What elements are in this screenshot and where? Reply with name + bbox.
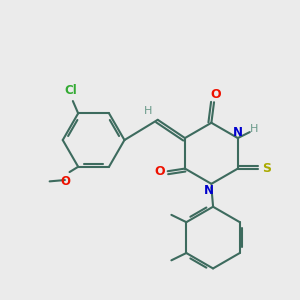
Text: H: H bbox=[144, 106, 153, 116]
Text: N: N bbox=[233, 126, 243, 139]
Text: O: O bbox=[154, 165, 165, 178]
Text: N: N bbox=[204, 184, 214, 197]
Text: O: O bbox=[210, 88, 221, 101]
Text: H: H bbox=[250, 124, 258, 134]
Text: S: S bbox=[262, 162, 271, 175]
Text: Cl: Cl bbox=[64, 84, 77, 97]
Text: O: O bbox=[61, 175, 70, 188]
